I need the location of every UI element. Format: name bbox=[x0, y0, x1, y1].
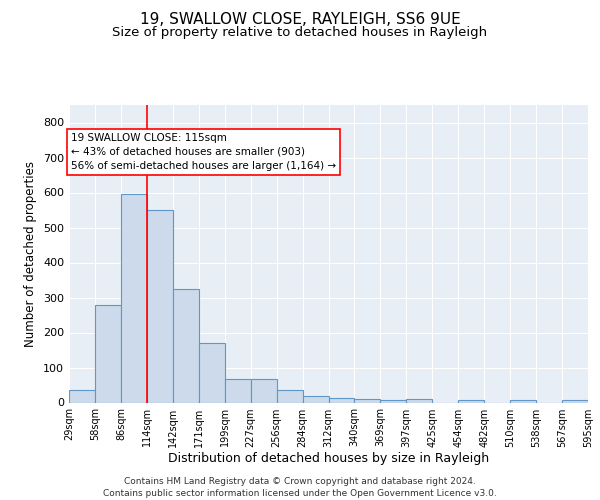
Y-axis label: Number of detached properties: Number of detached properties bbox=[25, 161, 37, 347]
Bar bbox=[355, 399, 380, 402]
Bar bbox=[147, 210, 173, 402]
Bar bbox=[121, 194, 147, 402]
Text: Size of property relative to detached houses in Rayleigh: Size of property relative to detached ho… bbox=[112, 26, 488, 39]
Bar bbox=[562, 400, 588, 402]
Text: 19, SWALLOW CLOSE, RAYLEIGH, SS6 9UE: 19, SWALLOW CLOSE, RAYLEIGH, SS6 9UE bbox=[140, 12, 460, 28]
Text: Contains HM Land Registry data © Crown copyright and database right 2024.
Contai: Contains HM Land Registry data © Crown c… bbox=[103, 476, 497, 498]
Bar bbox=[302, 396, 329, 402]
Bar bbox=[173, 290, 199, 403]
X-axis label: Distribution of detached houses by size in Rayleigh: Distribution of detached houses by size … bbox=[168, 452, 489, 466]
Bar bbox=[329, 398, 355, 402]
Bar bbox=[380, 400, 406, 402]
Bar bbox=[277, 390, 302, 402]
Bar bbox=[510, 400, 536, 402]
Bar bbox=[199, 343, 224, 402]
Text: 19 SWALLOW CLOSE: 115sqm
← 43% of detached houses are smaller (903)
56% of semi-: 19 SWALLOW CLOSE: 115sqm ← 43% of detach… bbox=[71, 133, 336, 171]
Bar bbox=[225, 378, 251, 402]
Bar bbox=[406, 399, 432, 402]
Bar bbox=[251, 378, 277, 402]
Bar bbox=[95, 304, 121, 402]
Bar bbox=[458, 400, 484, 402]
Bar bbox=[69, 390, 95, 402]
